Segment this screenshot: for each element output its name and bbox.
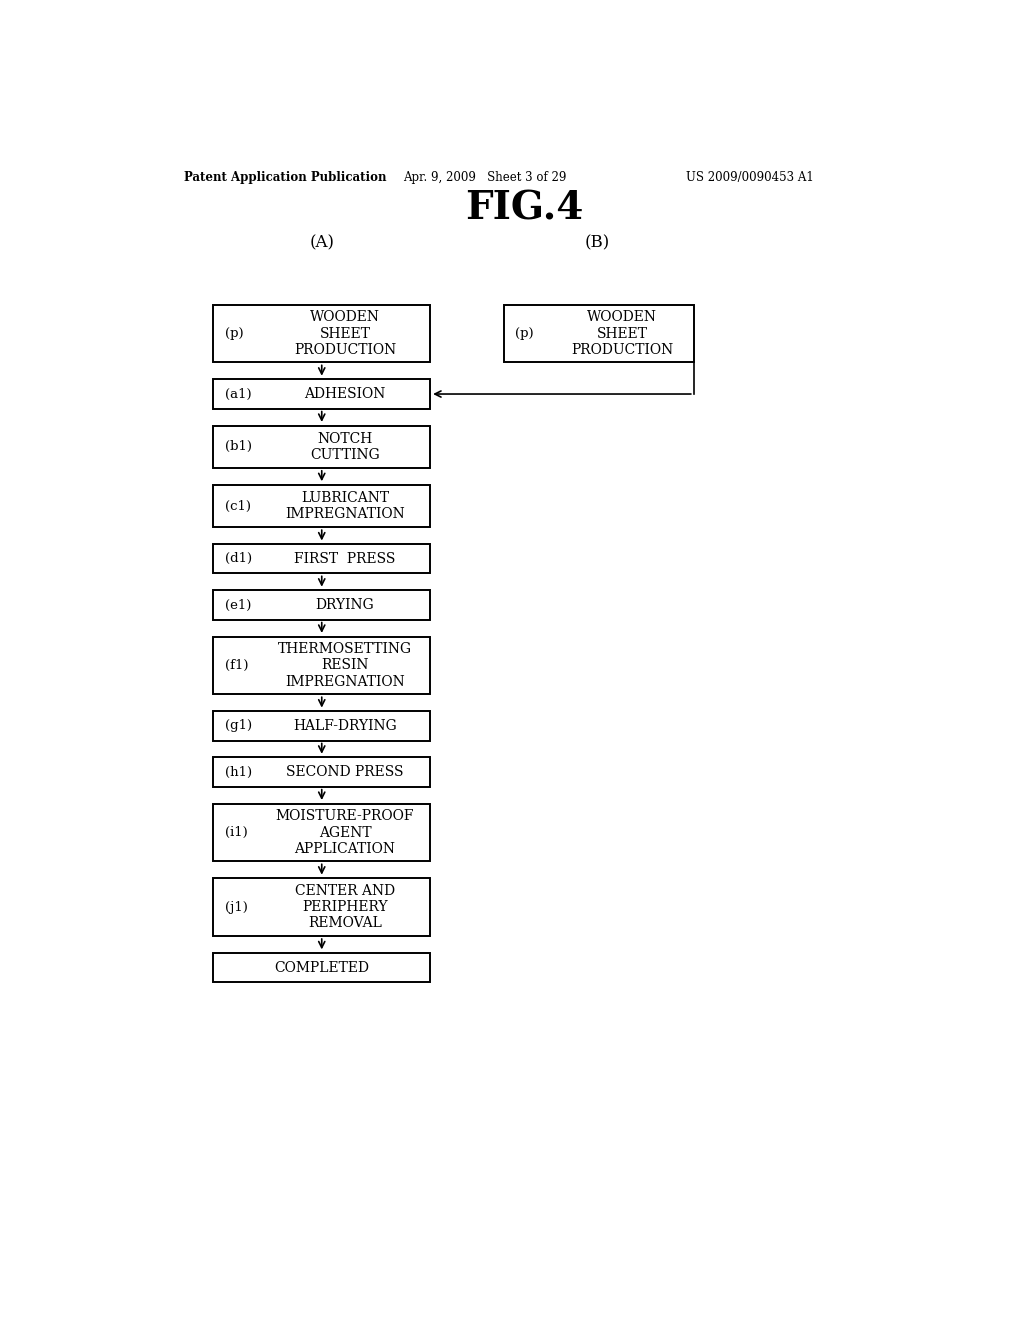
FancyBboxPatch shape [213,590,430,619]
Text: (h1): (h1) [225,766,252,779]
FancyBboxPatch shape [213,544,430,573]
Text: (A): (A) [309,235,334,252]
FancyBboxPatch shape [213,878,430,936]
FancyBboxPatch shape [213,953,430,982]
FancyBboxPatch shape [213,484,430,527]
FancyBboxPatch shape [213,804,430,862]
Text: (d1): (d1) [225,552,252,565]
Text: (j1): (j1) [225,900,248,913]
FancyBboxPatch shape [504,305,693,363]
Text: CENTER AND
PERIPHERY
REMOVAL: CENTER AND PERIPHERY REMOVAL [295,884,395,931]
Text: Apr. 9, 2009   Sheet 3 of 29: Apr. 9, 2009 Sheet 3 of 29 [403,172,566,185]
FancyBboxPatch shape [213,379,430,409]
Text: (i1): (i1) [225,826,248,840]
Text: (c1): (c1) [225,499,251,512]
Text: HALF-DRYING: HALF-DRYING [293,719,397,733]
Text: MOISTURE-PROOF
AGENT
APPLICATION: MOISTURE-PROOF AGENT APPLICATION [275,809,415,855]
Text: LUBRICANT
IMPREGNATION: LUBRICANT IMPREGNATION [285,491,404,521]
Text: ADHESION: ADHESION [304,387,386,401]
Text: WOODEN
SHEET
PRODUCTION: WOODEN SHEET PRODUCTION [294,310,396,356]
Text: FIG.4: FIG.4 [466,190,584,227]
Text: (p): (p) [515,327,535,341]
FancyBboxPatch shape [213,425,430,469]
Text: (f1): (f1) [225,659,249,672]
FancyBboxPatch shape [213,636,430,694]
Text: US 2009/0090453 A1: US 2009/0090453 A1 [686,172,814,185]
FancyBboxPatch shape [213,711,430,741]
Text: (B): (B) [585,235,609,252]
Text: (p): (p) [225,327,244,341]
Text: SECOND PRESS: SECOND PRESS [287,766,403,779]
Text: WOODEN
SHEET
PRODUCTION: WOODEN SHEET PRODUCTION [571,310,673,356]
Text: NOTCH
CUTTING: NOTCH CUTTING [310,432,380,462]
Text: Patent Application Publication: Patent Application Publication [183,172,386,185]
Text: FIRST  PRESS: FIRST PRESS [294,552,395,566]
Text: COMPLETED: COMPLETED [274,961,370,974]
Text: (a1): (a1) [225,388,252,400]
FancyBboxPatch shape [213,305,430,363]
Text: DRYING: DRYING [315,598,375,612]
Text: (g1): (g1) [225,719,252,733]
FancyBboxPatch shape [213,758,430,787]
Text: THERMOSETTING
RESIN
IMPREGNATION: THERMOSETTING RESIN IMPREGNATION [278,643,412,689]
Text: (e1): (e1) [225,598,251,611]
Text: (b1): (b1) [225,441,252,453]
